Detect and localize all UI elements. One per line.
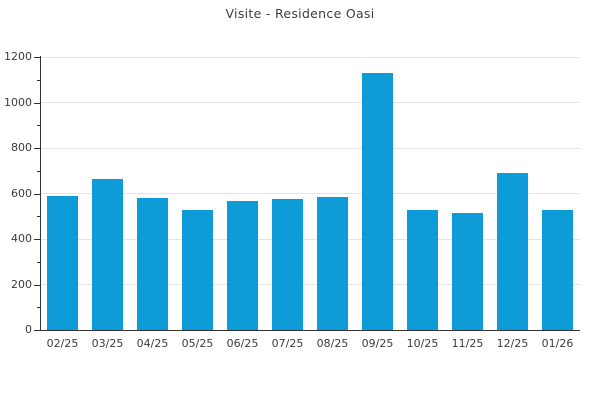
bar xyxy=(47,195,78,330)
bar xyxy=(182,209,213,330)
y-tick-label: 800 xyxy=(11,141,32,154)
y-minor-tick xyxy=(37,216,40,218)
y-major-tick xyxy=(34,284,40,286)
bar xyxy=(272,199,303,330)
gridline xyxy=(40,56,580,58)
gridline xyxy=(40,193,580,194)
y-major-tick xyxy=(34,239,40,240)
y-tick-label: 200 xyxy=(11,277,32,291)
y-minor-tick xyxy=(37,125,40,127)
gridline xyxy=(40,147,580,149)
x-tick-label: 06/25 xyxy=(226,337,259,350)
gridline xyxy=(40,238,580,240)
y-axis-line xyxy=(40,56,41,331)
x-tick-label: 04/25 xyxy=(136,337,169,350)
gridline xyxy=(40,284,580,285)
x-tick-label: 07/25 xyxy=(271,337,304,350)
y-major-tick xyxy=(34,193,40,195)
gridline xyxy=(40,102,580,103)
y-tick-label: 1200 xyxy=(4,50,32,63)
bar xyxy=(227,201,258,330)
bar xyxy=(137,198,168,330)
x-tick-label: 12/25 xyxy=(496,337,529,350)
y-major-tick xyxy=(34,57,40,58)
bar xyxy=(92,179,123,330)
chart-title: Visite - Residence Oasi xyxy=(225,6,375,21)
y-tick-label: 400 xyxy=(11,232,32,245)
x-tick-label: 10/25 xyxy=(406,337,439,350)
bar xyxy=(362,73,393,330)
y-minor-tick xyxy=(37,307,40,309)
x-tick-label: 11/25 xyxy=(451,337,484,350)
y-major-tick xyxy=(34,330,40,331)
bar xyxy=(497,173,528,330)
y-tick-label: 600 xyxy=(11,186,32,200)
y-minor-tick xyxy=(37,170,40,172)
x-axis-line xyxy=(40,330,580,331)
y-tick-label: 0 xyxy=(25,323,32,336)
y-minor-tick xyxy=(37,261,40,263)
x-tick-label: 08/25 xyxy=(316,337,349,350)
x-tick-label: 03/25 xyxy=(91,337,124,350)
x-tick-label: 09/25 xyxy=(361,337,394,350)
x-tick-label: 02/25 xyxy=(46,337,79,350)
x-tick-label: 01/26 xyxy=(541,337,574,350)
bar xyxy=(407,210,438,330)
x-tick-label: 05/25 xyxy=(181,337,214,350)
bar xyxy=(317,197,348,330)
bar xyxy=(452,212,483,330)
bar xyxy=(542,209,573,330)
y-major-tick xyxy=(34,148,40,149)
y-tick-label: 1000 xyxy=(4,95,32,109)
y-major-tick xyxy=(34,102,40,104)
y-minor-tick xyxy=(37,79,40,81)
